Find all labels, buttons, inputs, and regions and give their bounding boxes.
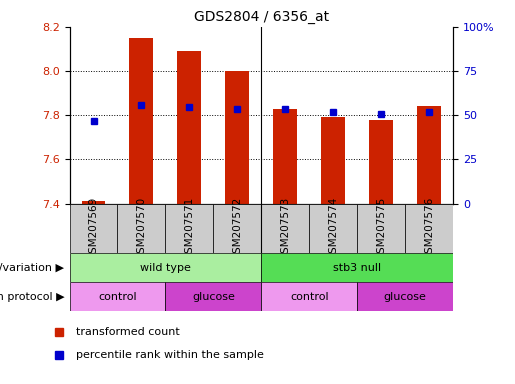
Bar	[226, 71, 249, 204]
Text: stb3 null: stb3 null	[333, 263, 381, 273]
Text: percentile rank within the sample: percentile rank within the sample	[76, 350, 264, 360]
Bar	[357, 204, 405, 253]
Bar	[129, 38, 153, 204]
Text: growth protocol ▶: growth protocol ▶	[0, 291, 64, 302]
Text: GSM207574: GSM207574	[328, 197, 338, 260]
Text: genotype/variation ▶: genotype/variation ▶	[0, 263, 64, 273]
Bar	[70, 253, 261, 282]
Text: glucose: glucose	[384, 291, 427, 302]
Text: glucose: glucose	[192, 291, 235, 302]
Text: GSM207572: GSM207572	[232, 197, 243, 260]
Bar	[310, 204, 357, 253]
Bar	[117, 204, 165, 253]
Text: GSM207576: GSM207576	[424, 197, 434, 260]
Text: GSM207575: GSM207575	[376, 197, 386, 260]
Text: GSM207570: GSM207570	[136, 197, 146, 260]
Bar	[321, 118, 345, 204]
Bar	[70, 282, 165, 311]
Bar	[261, 282, 357, 311]
Bar	[273, 109, 297, 204]
Text: GSM207571: GSM207571	[184, 197, 195, 260]
Title: GDS2804 / 6356_at: GDS2804 / 6356_at	[194, 10, 329, 25]
Bar	[165, 282, 261, 311]
Bar	[213, 204, 261, 253]
Text: control: control	[98, 291, 137, 302]
Bar	[261, 204, 310, 253]
Bar	[261, 253, 453, 282]
Text: transformed count: transformed count	[76, 327, 180, 337]
Bar	[369, 119, 393, 204]
Bar	[357, 282, 453, 311]
Text: control: control	[290, 291, 329, 302]
Bar	[417, 106, 441, 204]
Bar	[81, 201, 106, 204]
Bar	[165, 204, 213, 253]
Text: GSM207573: GSM207573	[280, 197, 290, 260]
Bar	[178, 51, 201, 204]
Text: wild type: wild type	[140, 263, 191, 273]
Bar	[405, 204, 453, 253]
Text: GSM207569: GSM207569	[89, 197, 98, 260]
Bar	[70, 204, 117, 253]
